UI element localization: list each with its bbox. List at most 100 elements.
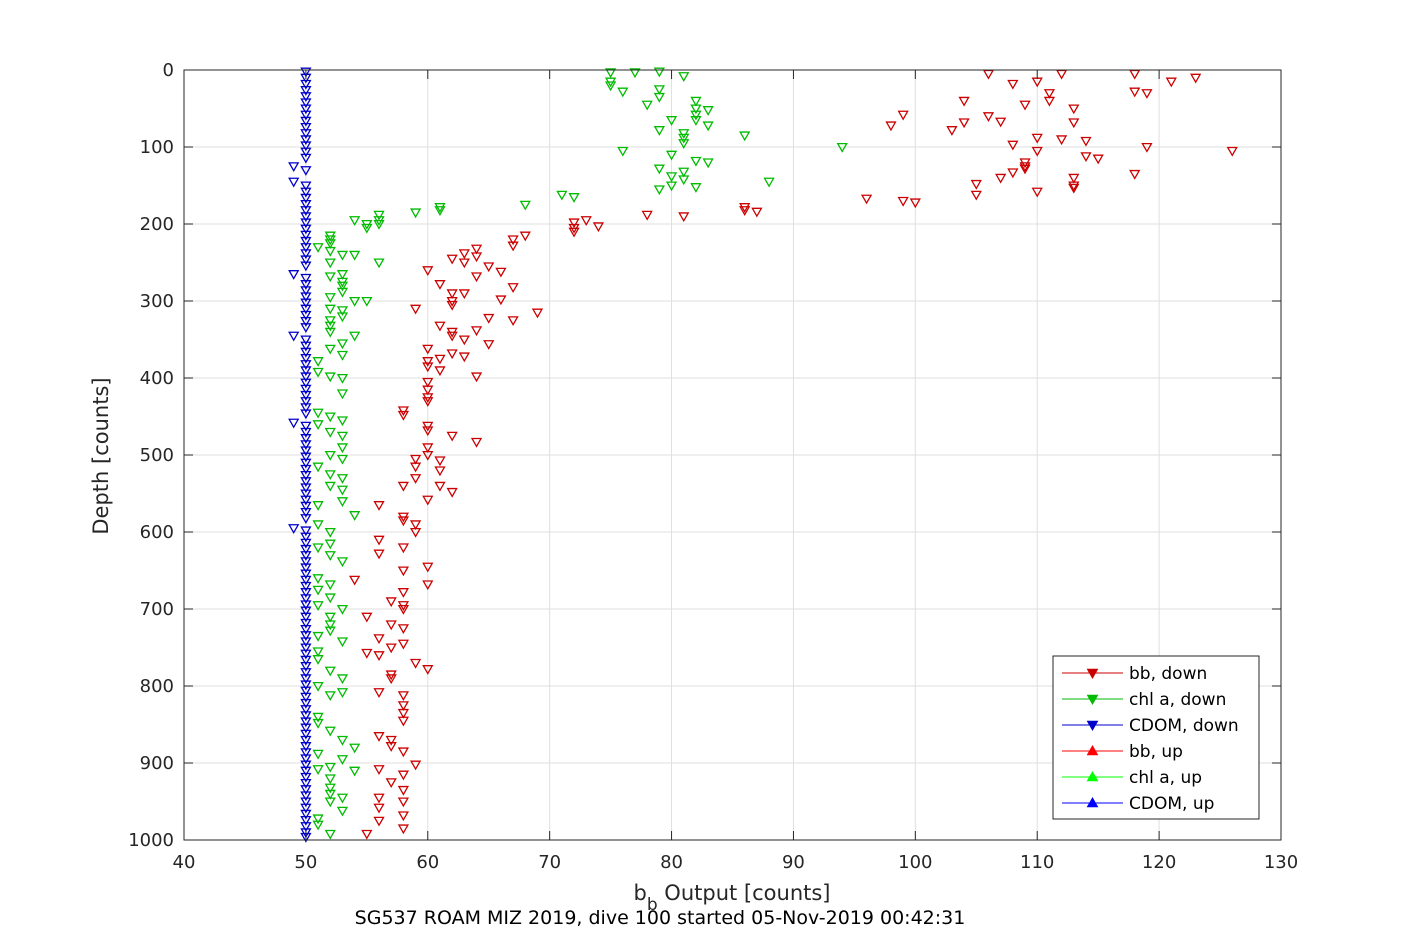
point-cdom-down: [300, 409, 312, 420]
point-cdom-down: [300, 458, 312, 469]
point-cdom-down: [300, 526, 312, 537]
point-chl-a-down: [336, 454, 349, 465]
point-chl-a-down: [349, 511, 361, 521]
point-bb-down: [1068, 183, 1080, 194]
point-cdom-down: [300, 212, 312, 223]
point-bb-down: [1080, 136, 1092, 147]
point-chl-a-down: [653, 92, 665, 103]
point-chl-a-down: [324, 539, 336, 550]
point-cdom-down: [300, 544, 312, 555]
point-bb-down: [397, 410, 410, 421]
point-chl-a-down: [373, 219, 385, 230]
point-chl-a-down: [324, 412, 336, 423]
legend-label: bb, down: [1129, 664, 1207, 684]
point-chl-a-down: [324, 427, 336, 438]
point-cdom-down: [300, 397, 312, 407]
point-bb-down: [361, 612, 373, 623]
point-chl-a-down: [324, 450, 336, 461]
data-marks: [288, 67, 1238, 843]
y-tick-label: 1000: [128, 830, 174, 851]
point-chl-a-down: [678, 72, 690, 82]
point-chl-a-down: [336, 755, 349, 765]
point-cdom-down: [288, 524, 300, 534]
point-cdom-down: [300, 705, 312, 715]
point-chl-a-down: [336, 485, 349, 496]
point-chl-a-down: [336, 373, 349, 384]
point-bb-down: [409, 454, 422, 465]
point-bb-down: [385, 778, 397, 789]
legend-marker: [1086, 796, 1099, 808]
point-chl-a-down: [324, 527, 336, 538]
point-chl-a-down: [629, 68, 641, 79]
point-chl-a-down: [653, 67, 665, 78]
x-tick-label: 50: [294, 852, 317, 873]
x-tick-label: 90: [782, 852, 805, 873]
point-chl-a-down: [617, 146, 629, 157]
point-cdom-down: [300, 292, 312, 303]
point-bb-down: [1043, 96, 1056, 107]
point-chl-a-down: [336, 557, 349, 568]
point-chl-a-down: [349, 216, 361, 226]
point-chl-a-down: [702, 106, 714, 116]
point-chl-a-down: [324, 620, 336, 631]
point-chl-a-down: [409, 208, 422, 219]
point-cdom-down: [300, 135, 312, 146]
point-bb-down: [397, 770, 410, 781]
point-bb-down: [397, 639, 410, 650]
point-bb-down: [1226, 146, 1238, 157]
point-chl-a-down: [690, 116, 702, 126]
point-bb-down: [678, 212, 690, 223]
point-chl-a-down: [336, 281, 349, 292]
point-chl-a-down: [324, 593, 336, 604]
point-bb-down: [970, 179, 982, 190]
point-cdom-down: [300, 129, 312, 139]
point-cdom-down: [300, 686, 312, 697]
x-tick-label: 100: [898, 852, 932, 873]
point-chl-a-down: [653, 164, 665, 175]
point-chl-a-down: [568, 193, 580, 203]
plot-frame: [183, 69, 1282, 841]
point-bb-down: [422, 665, 434, 675]
point-cdom-down: [300, 569, 312, 580]
point-chl-a-down: [312, 647, 324, 658]
point-chl-a-down: [336, 312, 349, 323]
point-chl-a-down: [312, 765, 324, 775]
point-bb-down: [385, 735, 397, 746]
point-cdom-down: [300, 98, 312, 109]
point-cdom-down: [300, 803, 312, 814]
point-bb-down: [422, 362, 434, 373]
point-bb-down: [373, 803, 385, 814]
point-chl-a-down: [312, 501, 324, 511]
point-chl-a-down: [336, 674, 349, 685]
point-cdom-down: [300, 122, 312, 133]
point-chl-a-down: [312, 749, 324, 760]
point-bb-down: [946, 126, 958, 136]
point-chl-a-down: [690, 110, 702, 121]
point-bb-down: [373, 793, 385, 804]
point-chl-a-down: [665, 150, 678, 161]
point-bb-down: [470, 252, 483, 263]
point-chl-a-down: [641, 100, 653, 111]
point-bb-down: [995, 117, 1007, 128]
point-chl-a-down: [349, 766, 361, 777]
point-bb-down: [739, 206, 751, 216]
point-bb-down: [422, 385, 434, 396]
point-bb-down: [422, 450, 434, 461]
point-bb-down: [580, 216, 592, 226]
point-chl-a-down: [312, 585, 324, 596]
y-tick-label: 900: [140, 753, 174, 774]
x-tick-labels: 40 50 60 70 80 90 100 110 120 130: [173, 852, 1299, 873]
point-chl-a-down: [324, 551, 336, 561]
point-chl-a-down: [690, 96, 702, 107]
point-cdom-down: [300, 347, 312, 358]
point-chl-a-down: [324, 246, 336, 257]
point-cdom-down: [300, 85, 312, 96]
point-cdom-down: [300, 698, 312, 709]
point-bb-down: [1043, 89, 1056, 99]
point-bb-down: [434, 466, 446, 477]
point-cdom-down: [300, 588, 312, 598]
point-chl-a-down: [349, 250, 361, 261]
point-bb-down: [373, 501, 385, 511]
point-cdom-down: [300, 477, 312, 487]
point-cdom-down: [300, 378, 312, 389]
